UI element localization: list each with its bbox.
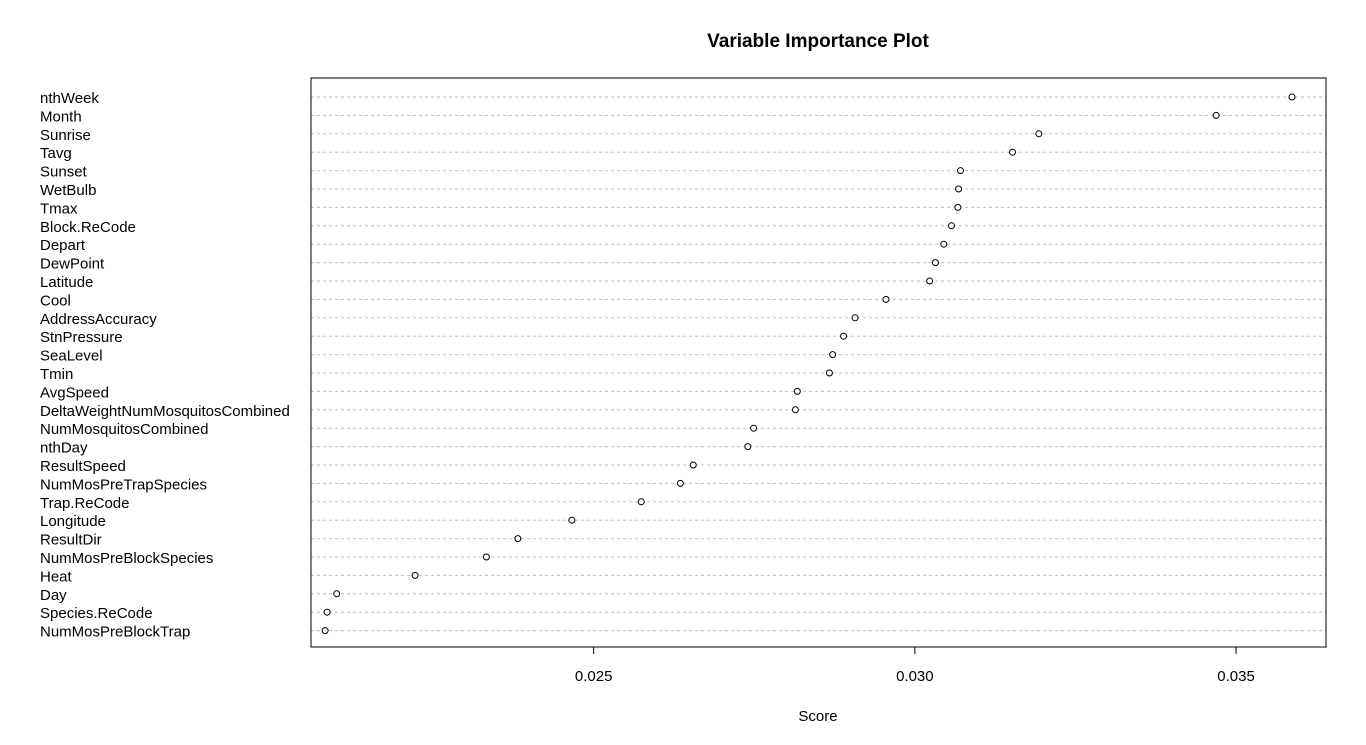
data-point (1035, 130, 1043, 138)
category-label: NumMosPreTrapSpecies (40, 476, 207, 493)
category-label: NumMosquitosCombined (40, 421, 208, 438)
data-point (411, 571, 419, 579)
data-point (333, 590, 341, 598)
data-point (793, 387, 801, 395)
data-point (940, 240, 948, 248)
data-point (931, 259, 939, 267)
category-label: Cool (40, 292, 71, 309)
x-tick-label: 0.025 (575, 668, 613, 685)
x-axis-label: Score (798, 708, 837, 725)
data-point (744, 443, 752, 451)
data-point (1009, 148, 1017, 156)
data-point (954, 203, 962, 211)
data-point (955, 185, 963, 193)
data-point (825, 369, 833, 377)
data-point (1288, 93, 1296, 101)
data-point (321, 627, 329, 635)
data-point (829, 351, 837, 359)
category-label: Tmax (40, 200, 78, 217)
data-point (568, 516, 576, 524)
data-point (956, 167, 964, 175)
category-label: ResultDir (40, 532, 102, 549)
data-points (321, 93, 1296, 635)
category-label: Tmin (40, 366, 73, 383)
data-point (947, 222, 955, 230)
x-tick-label: 0.035 (1217, 668, 1255, 685)
data-point (676, 479, 684, 487)
gridlines (311, 96, 1326, 632)
category-label: Day (40, 587, 67, 604)
data-point (750, 424, 758, 432)
category-label: nthWeek (40, 90, 99, 107)
category-label: NumMosPreBlockTrap (40, 624, 190, 641)
category-label: DewPoint (40, 256, 105, 273)
data-point (882, 295, 890, 303)
category-label: NumMosPreBlockSpecies (40, 550, 213, 567)
data-point (689, 461, 697, 469)
category-label: Sunset (40, 164, 88, 181)
category-label: Heat (40, 568, 73, 585)
category-label: Longitude (40, 513, 106, 530)
data-point (926, 277, 934, 285)
category-label: nthDay (40, 440, 88, 457)
data-point (637, 498, 645, 506)
data-point (1212, 111, 1220, 119)
category-label: Species.ReCode (40, 605, 153, 622)
category-label: StnPressure (40, 329, 123, 346)
category-label: AddressAccuracy (40, 311, 157, 328)
category-label: Sunrise (40, 127, 91, 144)
category-label: WetBulb (40, 182, 96, 199)
category-label: Month (40, 108, 82, 125)
data-point (851, 314, 859, 322)
category-label: ResultSpeed (40, 458, 126, 475)
category-label: Depart (40, 237, 86, 254)
x-axis: 0.025 0.030 0.035 (575, 646, 1255, 685)
data-point (840, 332, 848, 340)
category-label: Latitude (40, 274, 93, 291)
chart-title: Variable Importance Plot (707, 31, 929, 52)
data-point (482, 553, 490, 561)
category-label: Tavg (40, 145, 72, 162)
data-point (791, 406, 799, 414)
data-point (323, 608, 331, 616)
category-label: AvgSpeed (40, 384, 109, 401)
category-label: SeaLevel (40, 348, 103, 365)
category-label: DeltaWeightNumMosquitosCombined (40, 403, 290, 420)
plot-frame (310, 77, 1327, 648)
data-point (514, 535, 522, 543)
category-label: Block.ReCode (40, 219, 136, 236)
category-label: Trap.ReCode (40, 495, 130, 512)
x-tick-label: 0.030 (896, 668, 934, 685)
